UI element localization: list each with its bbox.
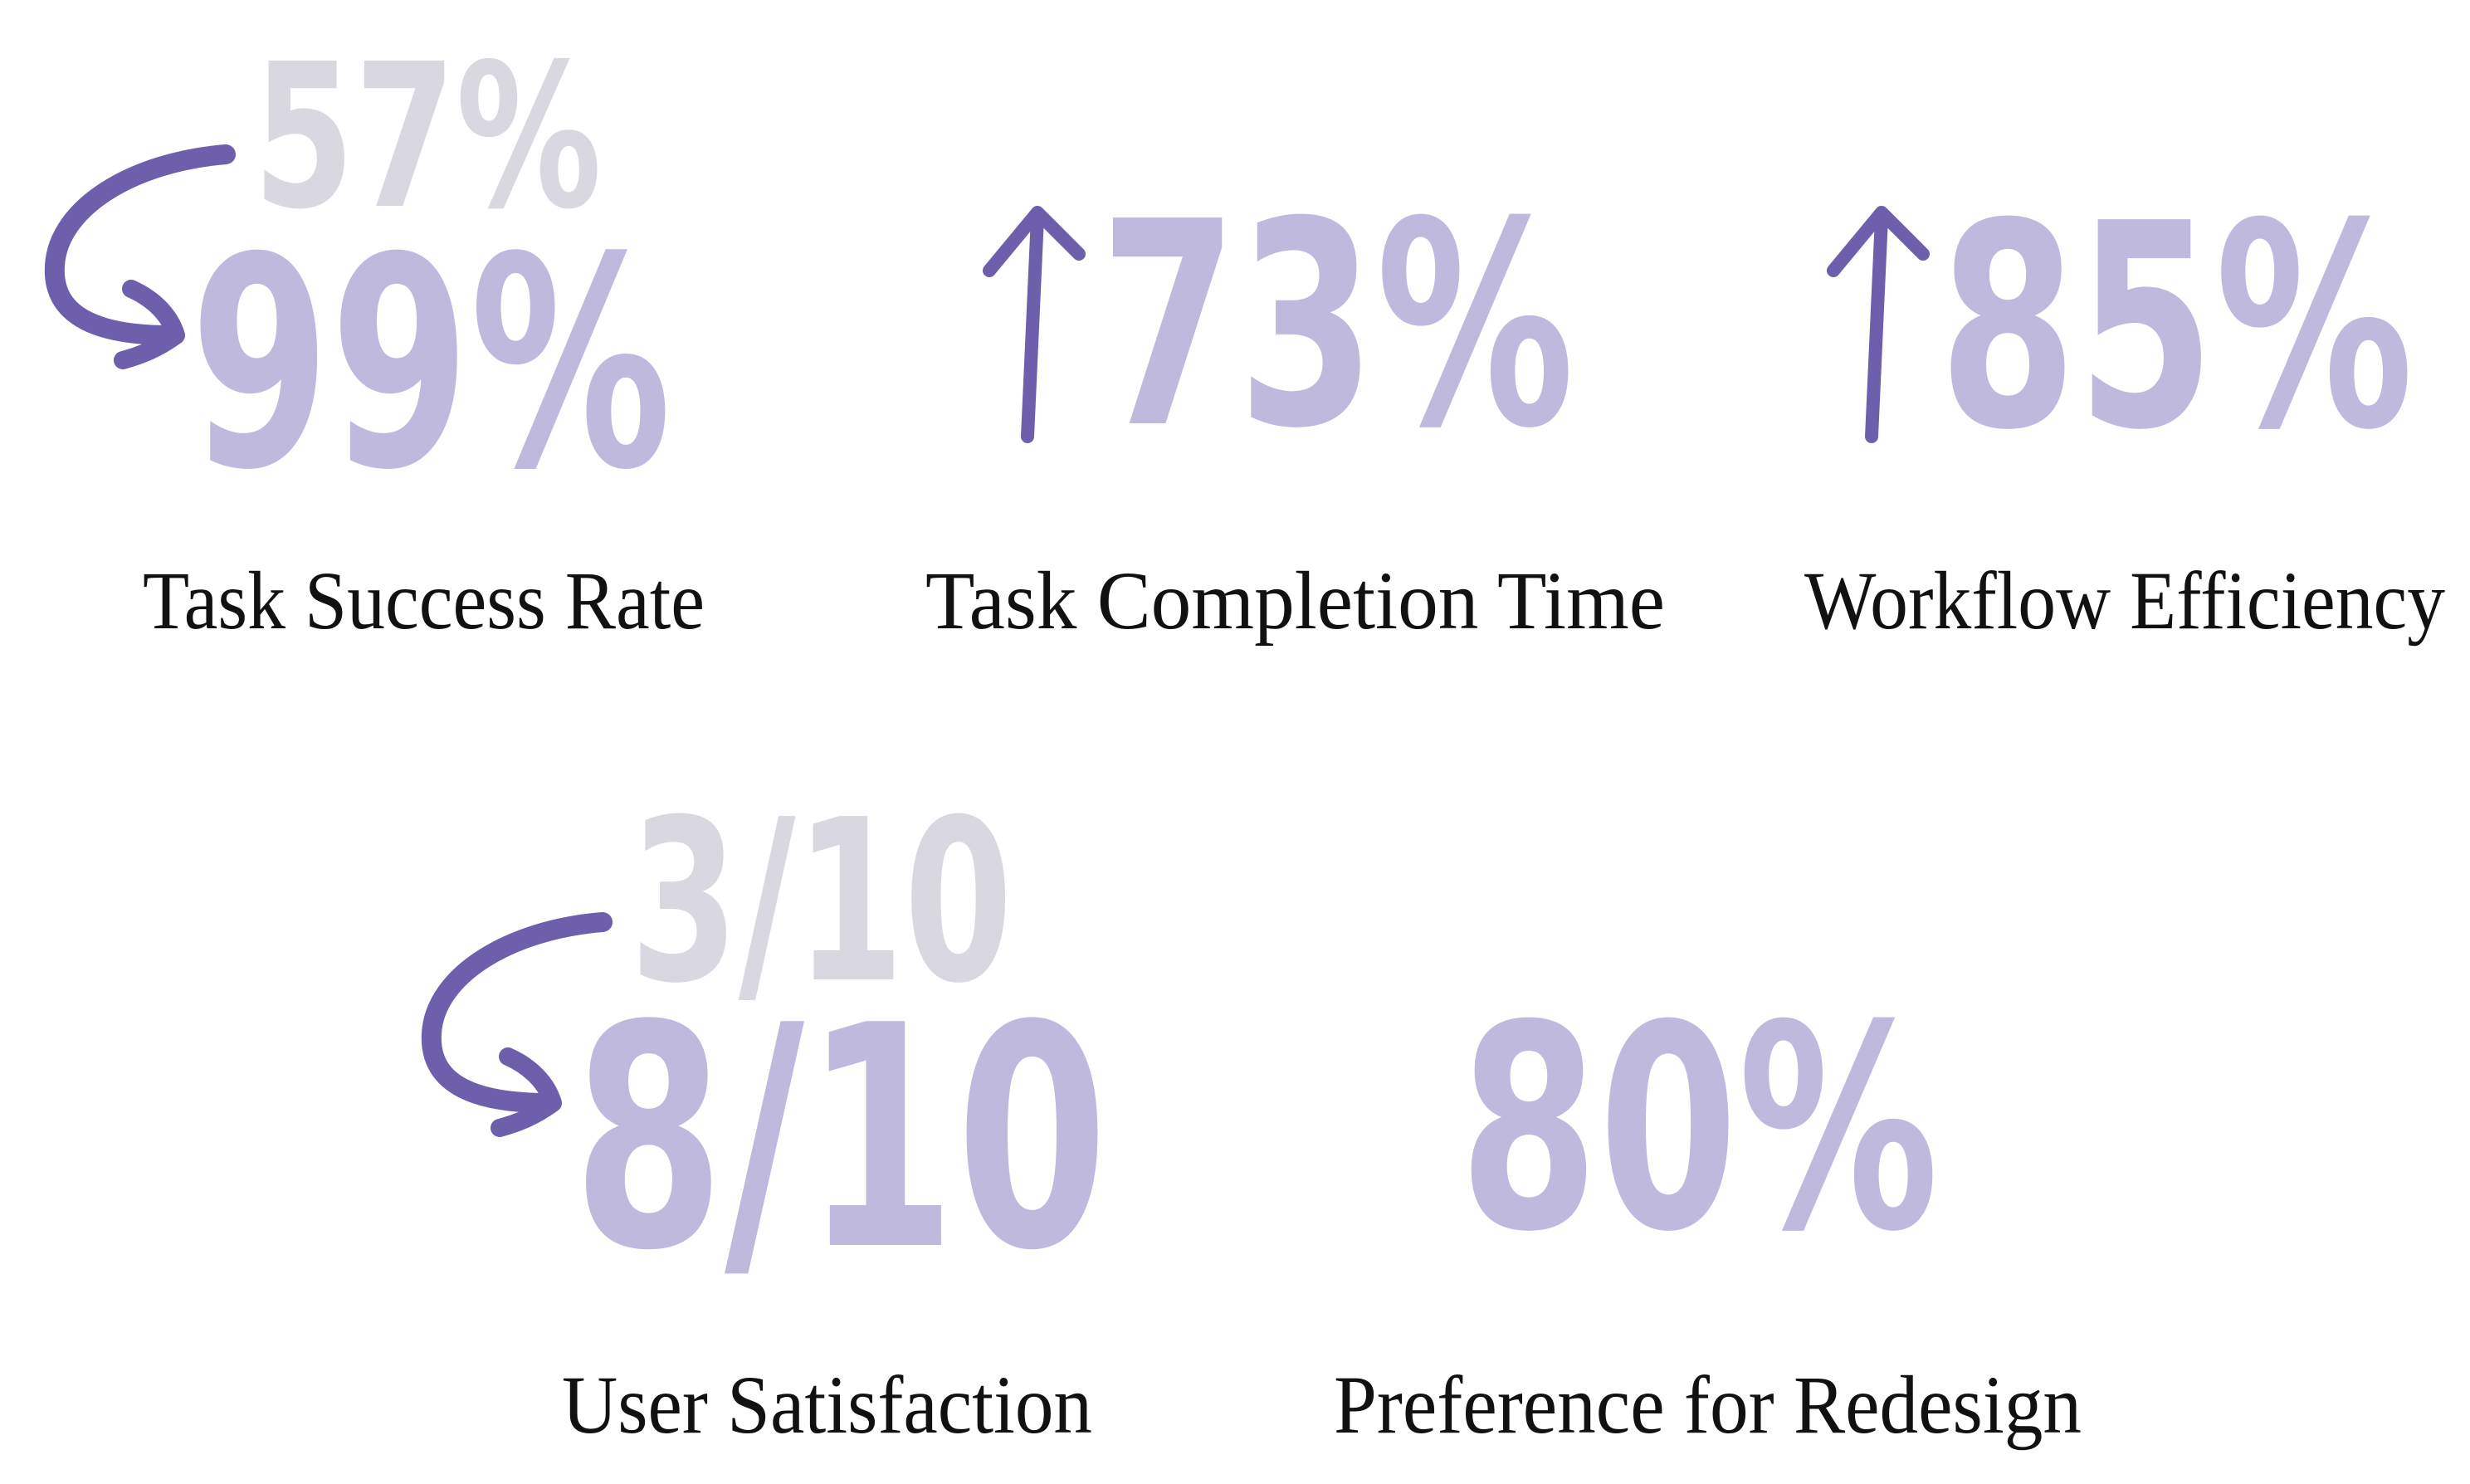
metric-workflow-efficiency: 85% Workflow Efficiency xyxy=(1804,164,2445,647)
arrow-up-icon xyxy=(1827,206,1930,443)
current-value: 99% xyxy=(190,195,671,534)
metric-label: Task Success Rate xyxy=(143,554,705,647)
curved-arrow-icon xyxy=(421,912,613,1137)
metric-label: Workflow Efficiency xyxy=(1804,554,2445,647)
metric-task-completion-time: 73% Task Completion Time xyxy=(925,162,1665,647)
arrow-up-icon xyxy=(983,206,1086,443)
metric-label: User Satisfaction xyxy=(562,1359,1092,1451)
metric-label: Task Completion Time xyxy=(925,554,1665,647)
current-value: 73% xyxy=(1100,162,1574,491)
metric-user-satisfaction: 3/10 8/10 User Satisfaction xyxy=(421,771,1108,1451)
metric-preference-for-redesign: 80% Preference for Redesign xyxy=(1334,965,2082,1451)
current-value: 80% xyxy=(1459,965,1939,1294)
metric-task-success-rate: 57% 99% Task Success Rate xyxy=(44,21,705,647)
current-value: 8/10 xyxy=(573,961,1108,1318)
curved-arrow-icon xyxy=(44,144,236,369)
current-value: 85% xyxy=(1939,164,2414,492)
previous-value: 3/10 xyxy=(630,771,1013,1032)
previous-value: 57% xyxy=(253,21,602,253)
metric-label: Preference for Redesign xyxy=(1334,1359,2082,1451)
